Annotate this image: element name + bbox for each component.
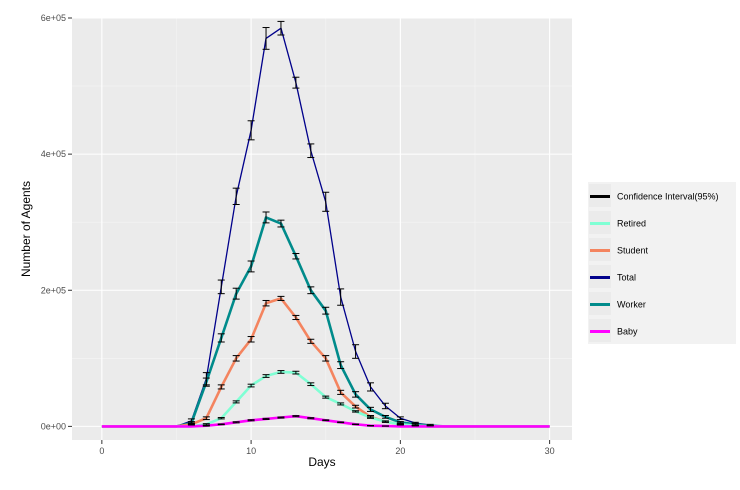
ci-bar-baby	[292, 415, 300, 418]
ci-bar-student	[247, 336, 255, 343]
ci-bar-worker	[277, 219, 285, 228]
ci-bar-retired	[352, 410, 360, 413]
y-tick-label: 6e+05	[41, 13, 66, 23]
ci-bar-baby	[217, 423, 225, 426]
ci-bar-student	[352, 404, 360, 409]
legend-item-student: Student	[589, 238, 649, 261]
ci-bar-worker	[367, 406, 375, 412]
legend-label: Baby	[617, 327, 638, 337]
ci-bar-total	[262, 27, 270, 50]
ci-bar-student	[232, 355, 240, 362]
ci-bar-worker	[396, 421, 404, 424]
legend-item-retired: Retired	[589, 211, 646, 234]
ci-bar-baby	[337, 421, 345, 424]
ci-bar-retired	[232, 400, 240, 404]
ci-bar-total	[367, 382, 375, 392]
ci-bar-student	[292, 314, 300, 321]
ci-bar-baby	[262, 417, 270, 420]
legend: Confidence Interval(95%) Retired Student To…	[588, 182, 736, 344]
ci-bar-total	[307, 143, 315, 159]
ci-bar-student	[277, 295, 285, 301]
ci-bar-retired	[337, 402, 345, 406]
ci-bar-baby	[352, 423, 360, 426]
ci-bar-total	[352, 344, 360, 359]
x-tick-label: 30	[545, 446, 555, 456]
ci-bar-total	[381, 402, 389, 410]
legend-item-baby: Baby	[589, 319, 638, 342]
ci-bar-baby	[307, 417, 315, 420]
ci-bar-student	[337, 389, 345, 395]
legend-label: Confidence Interval(95%)	[617, 192, 719, 202]
ci-bar-baby	[247, 419, 255, 422]
ci-bar-baby	[277, 416, 285, 419]
legend-box	[588, 182, 736, 344]
ci-bar-baby	[202, 424, 210, 427]
ci-bar-student	[202, 416, 210, 421]
ci-bar-worker	[262, 211, 270, 224]
ci-bar-total	[337, 288, 345, 306]
ci-bar-total	[292, 76, 300, 89]
x-tick-label: 0	[99, 446, 104, 456]
ci-bar-retired	[262, 374, 270, 378]
legend-item-worker: Worker	[589, 292, 646, 315]
ci-bar-retired	[381, 420, 389, 423]
axes: 0 10 20 30 0e+00 2e+05 4e+05 6e+05	[41, 13, 555, 456]
ci-bar-student	[307, 338, 315, 344]
legend-item-confidence-interval-95: Confidence Interval(95%)	[589, 184, 719, 207]
ci-bar-worker	[202, 377, 210, 387]
ci-bar-student	[217, 384, 225, 390]
ci-bar-worker	[381, 414, 389, 419]
ci-bar-retired	[277, 370, 285, 374]
ci-bar-total	[232, 187, 240, 205]
ci-bar-retired	[307, 382, 315, 387]
ci-bar-worker	[217, 333, 225, 343]
ci-bar-worker	[322, 306, 330, 315]
ci-bar-worker	[337, 361, 345, 370]
plot-background	[72, 18, 572, 440]
ci-bar-worker	[307, 286, 315, 295]
ci-bar-worker	[352, 391, 360, 398]
ci-bar-retired	[247, 383, 255, 388]
y-tick-label: 0e+00	[41, 421, 66, 431]
x-axis-title: Days	[308, 455, 335, 469]
ci-bar-baby	[322, 419, 330, 422]
ci-bar-total	[322, 191, 330, 212]
legend-label: Retired	[617, 219, 646, 229]
legend-item-total: Total	[589, 265, 636, 288]
ci-bar-retired	[322, 395, 330, 399]
legend-label: Worker	[617, 300, 646, 310]
y-axis-title: Number of Agents	[19, 181, 33, 277]
ci-bar-baby	[232, 421, 240, 424]
ci-bar-total	[247, 120, 255, 141]
y-tick-label: 4e+05	[41, 149, 66, 159]
ci-bar-total	[277, 20, 285, 36]
ci-bar-student	[262, 299, 270, 307]
y-tick-label: 2e+05	[41, 285, 66, 295]
legend-label: Student	[617, 246, 649, 256]
legend-label: Total	[617, 273, 636, 283]
ci-bar-student	[187, 423, 195, 426]
ci-bar-student	[322, 355, 330, 362]
x-tick-label: 20	[395, 446, 405, 456]
ci-bar-worker	[232, 287, 240, 300]
ci-bar-total	[217, 279, 225, 295]
ci-bar-retired	[367, 416, 375, 419]
confidence-intervals	[187, 20, 434, 427]
ci-bar-retired	[292, 370, 300, 375]
ci-bar-worker	[247, 260, 255, 273]
ci-bar-total	[396, 416, 404, 421]
grid-minor	[72, 18, 572, 440]
ci-bar-retired	[217, 417, 225, 420]
x-tick-label: 10	[246, 446, 256, 456]
ci-bar-worker	[411, 423, 419, 426]
ci-bar-worker	[292, 253, 300, 260]
